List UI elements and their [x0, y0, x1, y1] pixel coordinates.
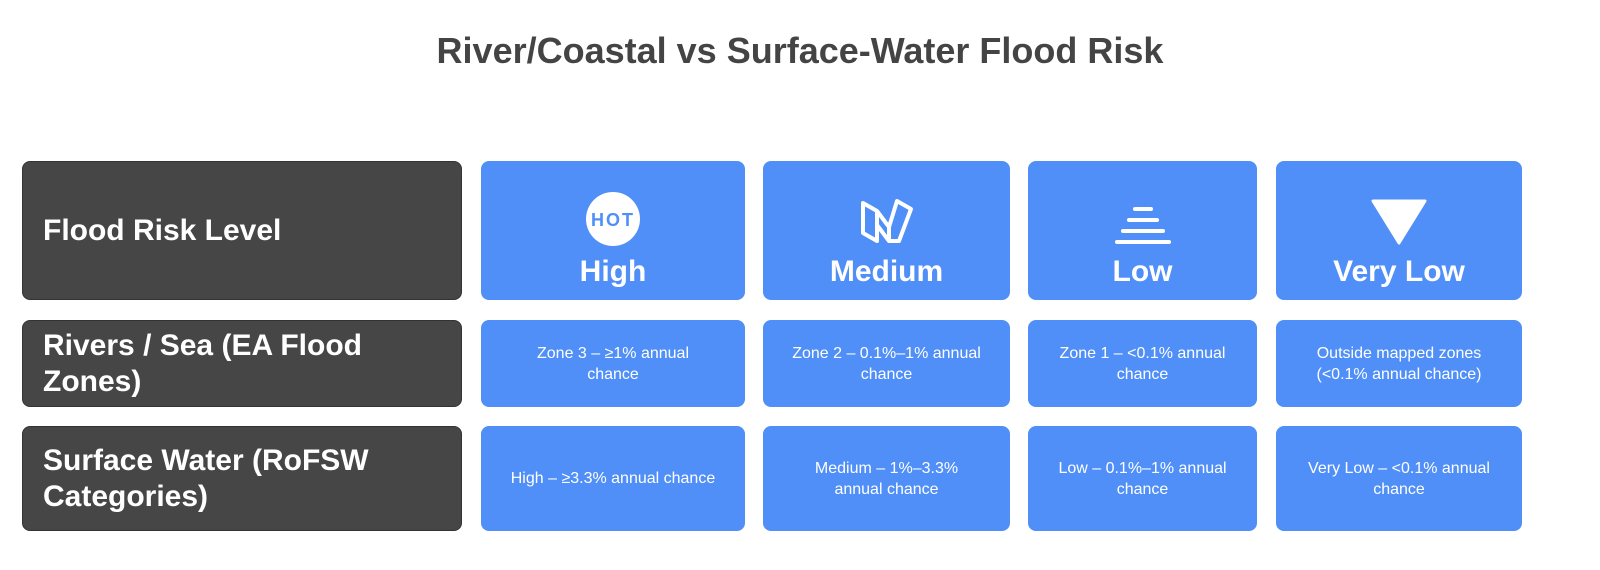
- hot-icon: HOT: [586, 192, 640, 246]
- header-label: Very Low: [1333, 255, 1465, 288]
- icon-text: HOT: [591, 210, 635, 230]
- row-header: Rivers / Sea (EA Flood Zones): [22, 320, 462, 407]
- medium-icon: [860, 199, 913, 243]
- cell-text: Very Low – <0.1% annual chance: [1308, 459, 1490, 498]
- table-cell: High – ≥3.3% annual chance: [481, 426, 745, 531]
- header-label: Low: [1112, 255, 1173, 288]
- table-cell: Zone 1 – <0.1% annual chance: [1028, 320, 1257, 407]
- very-low-icon: [1371, 199, 1427, 245]
- table-cell: Very Low – <0.1% annual chance: [1276, 426, 1522, 531]
- row-header: Flood Risk Level: [22, 161, 462, 300]
- column-header: HOT High: [481, 161, 745, 300]
- cell-text: Zone 3 – ≥1% annual chance: [537, 344, 689, 383]
- table-cell: Medium – 1%–3.3% annual chance: [763, 426, 1010, 531]
- table-cell: Low – 0.1%–1% annual chance: [1028, 426, 1257, 531]
- cell-text: Medium – 1%–3.3% annual chance: [814, 459, 959, 498]
- header-label: Medium: [829, 255, 944, 288]
- cell-text: High – ≥3.3% annual chance: [510, 470, 716, 487]
- row-header: Surface Water (RoFSW Categories): [22, 426, 462, 531]
- column-header: Medium: [763, 161, 1010, 300]
- table-cell: Zone 2 – 0.1%–1% annual chance: [763, 320, 1010, 407]
- cell-text: Low – 0.1%–1% annual chance: [1058, 459, 1227, 498]
- cell-text: Zone 1 – <0.1% annual chance: [1059, 344, 1226, 383]
- table-cell: Outside mapped zones (<0.1% annual chanc…: [1276, 320, 1522, 407]
- table-cell: Zone 3 – ≥1% annual chance: [481, 320, 745, 407]
- header-label: Flood Risk Level: [43, 213, 282, 247]
- column-header: Low: [1028, 161, 1257, 300]
- cell-text: Outside mapped zones (<0.1% annual chanc…: [1316, 344, 1482, 383]
- column-header: Very Low: [1276, 161, 1522, 300]
- cell-text: Rivers / Sea (EA Flood Zones): [43, 328, 362, 398]
- cell-text: Surface Water (RoFSW Categories): [43, 443, 369, 513]
- low-icon: [1114, 207, 1171, 244]
- header-label: High: [579, 255, 647, 288]
- cell-text: Zone 2 – 0.1%–1% annual chance: [792, 344, 981, 383]
- title: River/Coastal vs Surface-Water Flood Ris…: [436, 30, 1164, 71]
